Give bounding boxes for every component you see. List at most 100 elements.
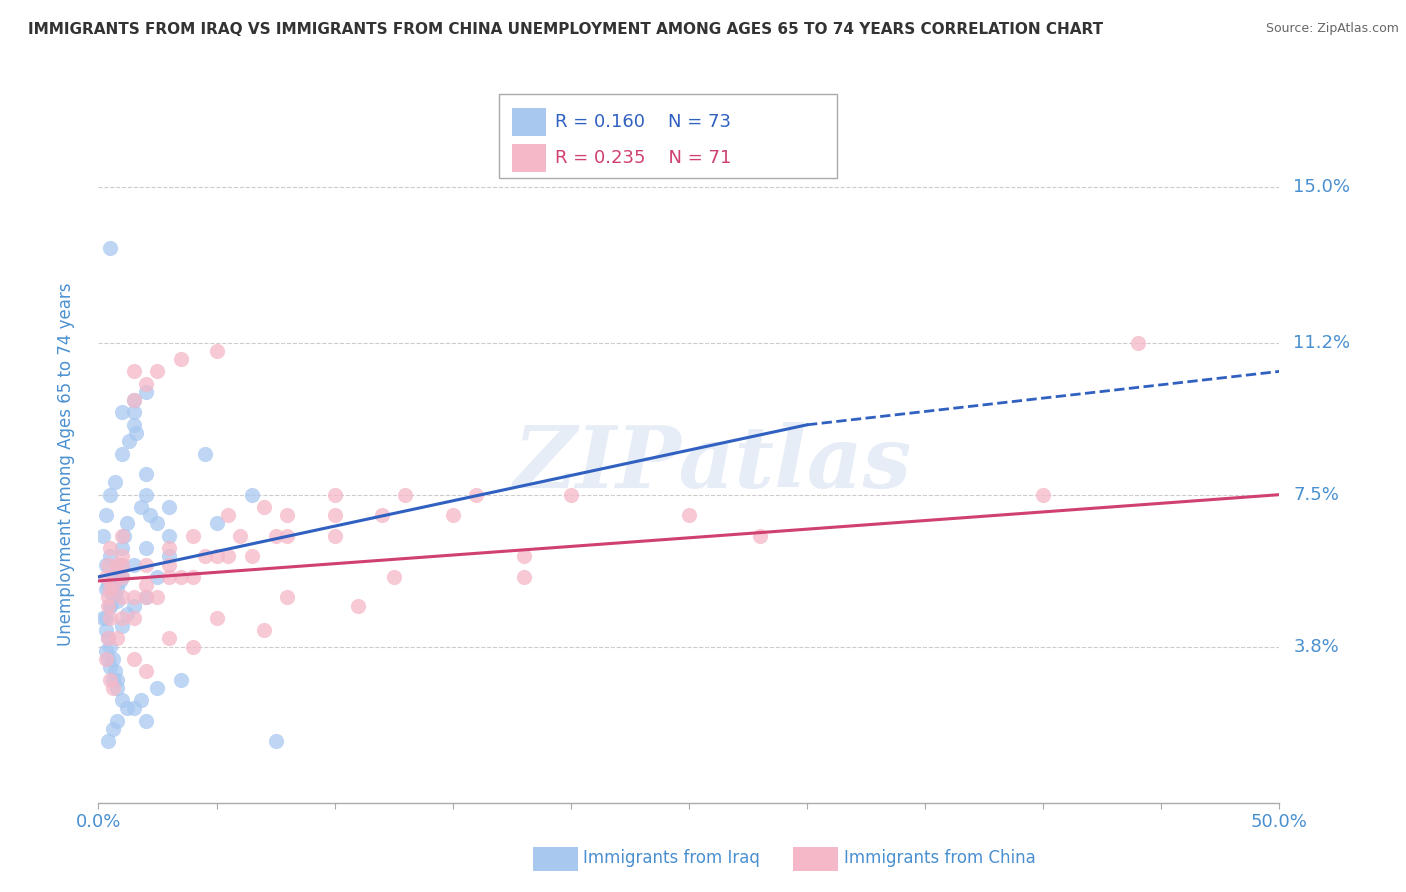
Point (105, 558, 128, 572)
Point (240, 488, 263, 502)
Point (111, 405, 134, 419)
Point (139, 508, 162, 523)
Point (748, 529, 770, 543)
Point (323, 529, 346, 543)
Point (240, 549, 263, 564)
Point (157, 570, 180, 584)
Point (97, 591, 120, 605)
Point (97, 652, 120, 666)
Point (94, 558, 117, 572)
Point (146, 570, 169, 584)
Point (101, 681, 124, 695)
Point (98, 640, 121, 654)
Point (105, 561, 128, 575)
Point (229, 529, 252, 543)
Point (111, 558, 134, 572)
Point (122, 417, 145, 432)
Point (512, 549, 534, 564)
Text: 11.2%: 11.2% (1294, 334, 1351, 351)
Point (276, 529, 298, 543)
Point (98, 599, 121, 613)
Point (111, 611, 134, 625)
Point (146, 516, 169, 531)
Point (105, 714, 128, 728)
Point (170, 352, 193, 367)
Point (347, 599, 370, 613)
Point (157, 529, 180, 543)
Point (105, 681, 128, 695)
Point (101, 578, 124, 592)
Point (1126, 335, 1149, 350)
Point (135, 665, 157, 679)
Point (135, 541, 157, 555)
Point (253, 500, 276, 514)
Point (217, 549, 239, 564)
Text: 3.8%: 3.8% (1294, 638, 1339, 656)
Point (194, 549, 217, 564)
Point (94, 652, 117, 666)
Point (135, 384, 157, 399)
Point (394, 488, 416, 502)
Point (135, 578, 157, 592)
Point (122, 591, 145, 605)
Point (118, 434, 141, 449)
Text: R = 0.160    N = 73: R = 0.160 N = 73 (555, 113, 731, 131)
Point (205, 516, 228, 531)
Point (146, 681, 169, 695)
Point (101, 652, 124, 666)
Point (181, 570, 204, 584)
Point (135, 488, 157, 502)
Point (371, 508, 394, 523)
Point (122, 364, 145, 378)
Point (129, 500, 152, 514)
Point (170, 673, 193, 687)
Point (91, 611, 114, 625)
Point (94, 624, 117, 638)
Point (146, 591, 169, 605)
Point (101, 722, 124, 736)
Point (135, 558, 157, 572)
Point (98, 541, 121, 555)
Point (111, 446, 134, 460)
Point (108, 574, 131, 588)
Point (181, 529, 204, 543)
Text: 7.5%: 7.5% (1294, 485, 1340, 504)
Point (135, 714, 157, 728)
Point (101, 591, 124, 605)
Point (125, 425, 148, 440)
Point (98, 582, 121, 596)
Point (94, 611, 117, 625)
Text: 15.0%: 15.0% (1294, 178, 1350, 195)
Point (98, 660, 121, 674)
Point (97, 632, 120, 646)
Point (122, 558, 145, 572)
Point (94, 508, 117, 523)
Point (115, 701, 138, 715)
Point (122, 611, 145, 625)
Point (111, 549, 134, 564)
Point (104, 475, 127, 490)
Point (98, 488, 121, 502)
Point (181, 640, 204, 654)
Point (276, 591, 298, 605)
Point (678, 508, 700, 523)
Point (205, 343, 228, 358)
Point (111, 570, 134, 584)
Point (157, 549, 180, 564)
Point (441, 508, 464, 523)
Point (205, 549, 228, 564)
Point (157, 541, 180, 555)
Point (97, 734, 120, 748)
Point (122, 393, 145, 408)
Text: Immigrants from Iraq: Immigrants from Iraq (583, 849, 761, 867)
Point (97, 578, 120, 592)
Point (129, 693, 152, 707)
Point (112, 529, 135, 543)
Point (122, 599, 145, 613)
Point (101, 570, 124, 584)
Y-axis label: Unemployment Among Ages 65 to 74 years: Unemployment Among Ages 65 to 74 years (56, 282, 75, 646)
Point (111, 541, 134, 555)
Point (122, 393, 145, 408)
Point (276, 508, 298, 523)
Point (205, 611, 228, 625)
